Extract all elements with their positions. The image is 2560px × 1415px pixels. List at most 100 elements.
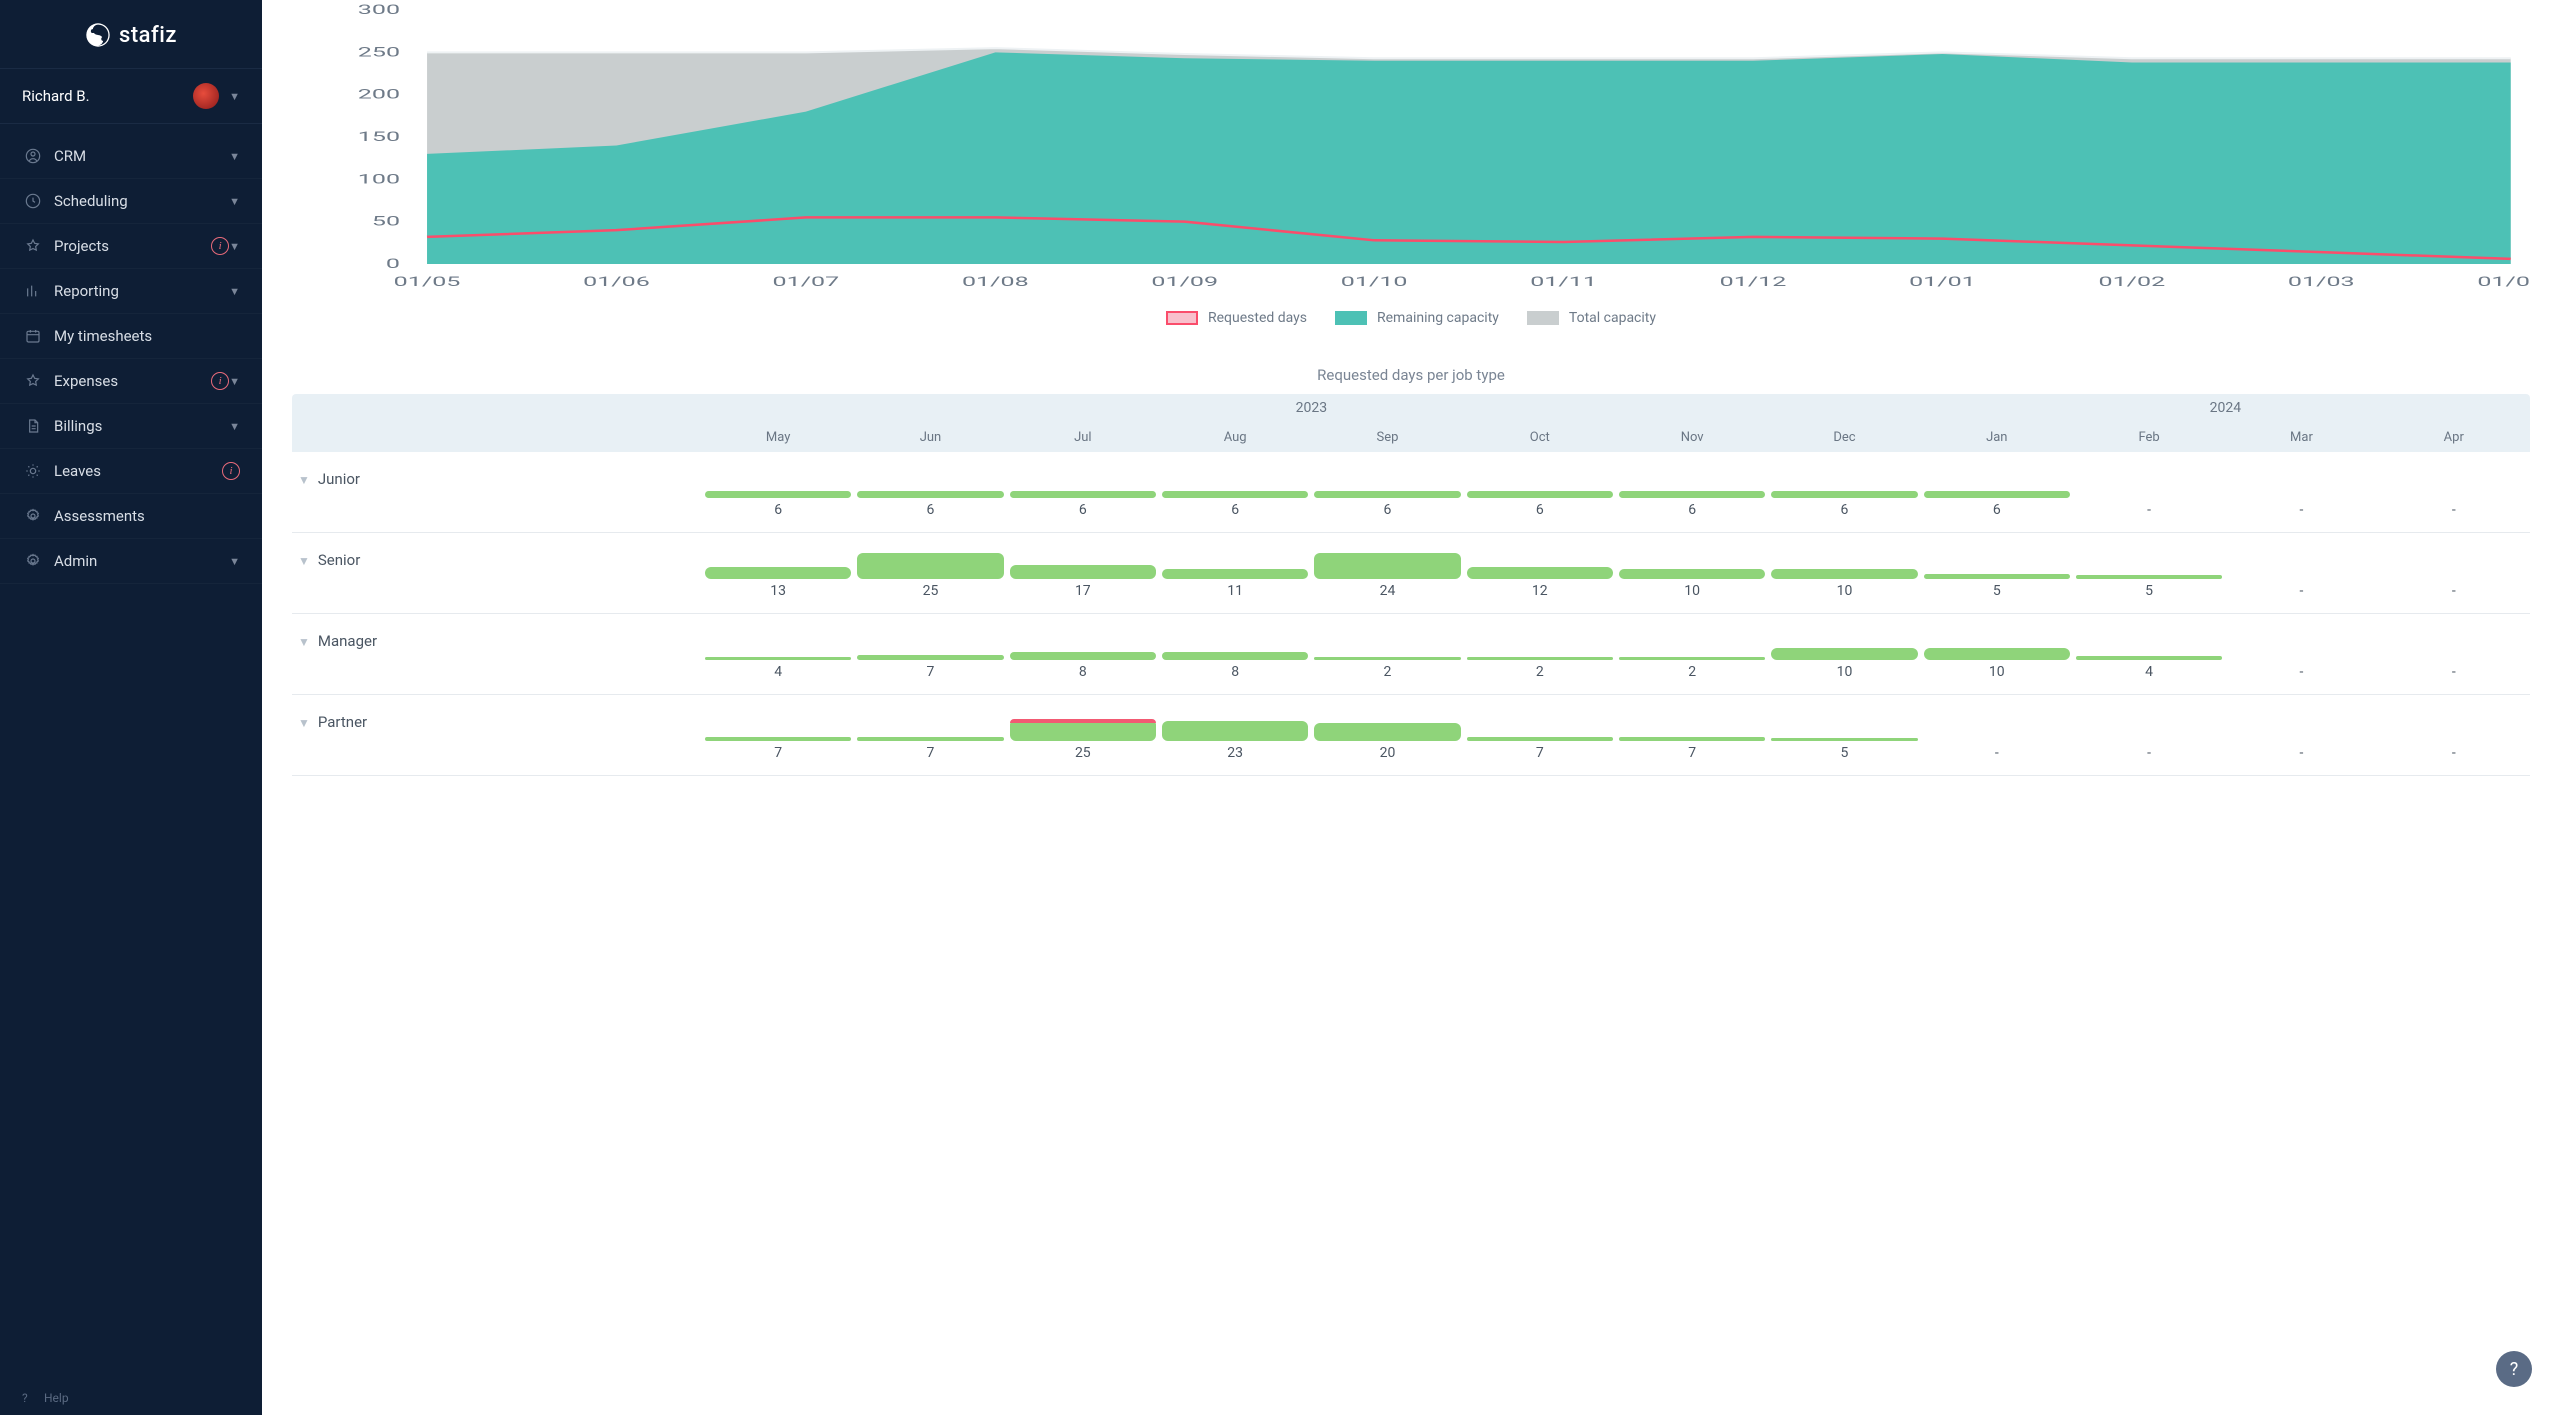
svg-text:01/09: 01/09: [1151, 274, 1218, 290]
value-cell: 6: [702, 502, 854, 518]
main-content: 05010015020025030001/0501/0601/0701/0801…: [262, 0, 2560, 1415]
bar: [1467, 657, 1613, 660]
bar: [1619, 491, 1765, 498]
bar-cell: [1768, 569, 1920, 579]
nav-label: Billings: [54, 417, 229, 435]
nav-item-assessments[interactable]: Assessments: [0, 494, 262, 539]
value-cell: 11: [1159, 583, 1311, 599]
value-cell: 10: [1768, 664, 1920, 680]
bar-cell: [1768, 738, 1920, 741]
job-label[interactable]: ▼Junior: [292, 470, 702, 522]
month-header: May: [702, 430, 854, 445]
value-cell: 8: [1007, 664, 1159, 680]
bar: [857, 737, 1003, 741]
nav-item-admin[interactable]: Admin▼: [0, 539, 262, 584]
bar-overflow: [1010, 719, 1156, 723]
chevron-down-icon: ▼: [229, 420, 240, 433]
user-name: Richard B.: [22, 87, 183, 105]
value-cell: 10: [1768, 583, 1920, 599]
bar: [1771, 738, 1917, 741]
nav-item-scheduling[interactable]: Scheduling▼: [0, 179, 262, 224]
value-cell: 6: [854, 502, 1006, 518]
calendar-icon: [22, 328, 44, 344]
info-badge: i: [222, 462, 240, 480]
gear-icon: [22, 553, 44, 569]
svg-text:01/12: 01/12: [1720, 274, 1787, 290]
value-cell: 5: [1768, 745, 1920, 761]
bar-cell: [1616, 569, 1768, 579]
help-fab[interactable]: ?: [2496, 1351, 2532, 1387]
nav-item-crm[interactable]: CRM▼: [0, 134, 262, 179]
value-cell: 2: [1311, 664, 1463, 680]
job-row-partner: ▼Partner77252320775----: [292, 695, 2530, 776]
bar-cell: [1464, 491, 1616, 498]
bar: [1162, 721, 1308, 741]
collapse-icon: ▼: [298, 554, 310, 568]
clock-icon: [22, 193, 44, 209]
nav: CRM▼Scheduling▼Projectsi▼Reporting▼My ti…: [0, 130, 262, 1381]
value-cell: -: [2073, 745, 2225, 761]
nav-item-projects[interactable]: Projectsi▼: [0, 224, 262, 269]
nav-item-my-timesheets[interactable]: My timesheets: [0, 314, 262, 359]
month-header: Apr: [2378, 430, 2530, 445]
bar: [1771, 648, 1917, 660]
bar-cell: [1159, 721, 1311, 741]
bar-cell: [1464, 737, 1616, 741]
job-name: Partner: [318, 713, 367, 731]
bar: [1619, 657, 1765, 660]
nav-item-expenses[interactable]: Expensesi▼: [0, 359, 262, 404]
svg-text:100: 100: [358, 171, 400, 187]
bar: [1924, 574, 2070, 579]
bar-cell: [854, 655, 1006, 660]
info-badge: i: [211, 237, 229, 255]
nav-label: Assessments: [54, 507, 240, 525]
user-menu[interactable]: Richard B. ▼: [0, 68, 262, 124]
bar-cell: [1616, 491, 1768, 498]
value-cell: 7: [1464, 745, 1616, 761]
document-icon: [22, 418, 44, 434]
legend-label: Requested days: [1208, 310, 1307, 326]
nav-label: Projects: [54, 237, 205, 255]
svg-text:300: 300: [358, 4, 400, 17]
svg-text:01/11: 01/11: [1530, 274, 1597, 290]
job-label[interactable]: ▼Senior: [292, 551, 702, 603]
value-cell: 5: [2073, 583, 2225, 599]
star-icon: [22, 373, 44, 389]
value-cell: 4: [702, 664, 854, 680]
help-link[interactable]: ? Help: [0, 1381, 262, 1415]
info-badge: i: [211, 372, 229, 390]
nav-item-reporting[interactable]: Reporting▼: [0, 269, 262, 314]
nav-label: Reporting: [54, 282, 229, 300]
legend-label: Total capacity: [1569, 310, 1656, 326]
job-label[interactable]: ▼Partner: [292, 713, 702, 765]
value-cell: 13: [702, 583, 854, 599]
table-head: 20232024 MayJunJulAugSepOctNovDecJanFebM…: [292, 394, 2530, 452]
svg-text:50: 50: [372, 213, 400, 229]
chevron-down-icon: ▼: [229, 285, 240, 298]
bar: [1924, 491, 2070, 498]
job-name: Junior: [318, 470, 360, 488]
value-cell: -: [2225, 745, 2377, 761]
bar-cell: [2073, 656, 2225, 660]
nav-item-leaves[interactable]: Leavesi: [0, 449, 262, 494]
month-header: Aug: [1159, 430, 1311, 445]
job-label[interactable]: ▼Manager: [292, 632, 702, 684]
bar: [1314, 723, 1460, 741]
month-header: Jan: [1921, 430, 2073, 445]
logo-icon: [85, 22, 111, 48]
bar: [857, 553, 1003, 579]
nav-label: Admin: [54, 552, 229, 570]
job-row-manager: ▼Manager478822210104--: [292, 614, 2530, 695]
value-cell: 6: [1921, 502, 2073, 518]
nav-label: Expenses: [54, 372, 205, 390]
chevron-down-icon: ▼: [229, 555, 240, 568]
svg-text:01/01: 01/01: [1909, 274, 1976, 290]
bar: [1467, 737, 1613, 741]
value-cell: -: [2073, 502, 2225, 518]
value-cell: 23: [1159, 745, 1311, 761]
nav-label: Scheduling: [54, 192, 229, 210]
table-title: Requested days per job type: [292, 366, 2530, 384]
nav-label: My timesheets: [54, 327, 240, 345]
nav-item-billings[interactable]: Billings▼: [0, 404, 262, 449]
brand-logo: stafiz: [0, 12, 262, 68]
